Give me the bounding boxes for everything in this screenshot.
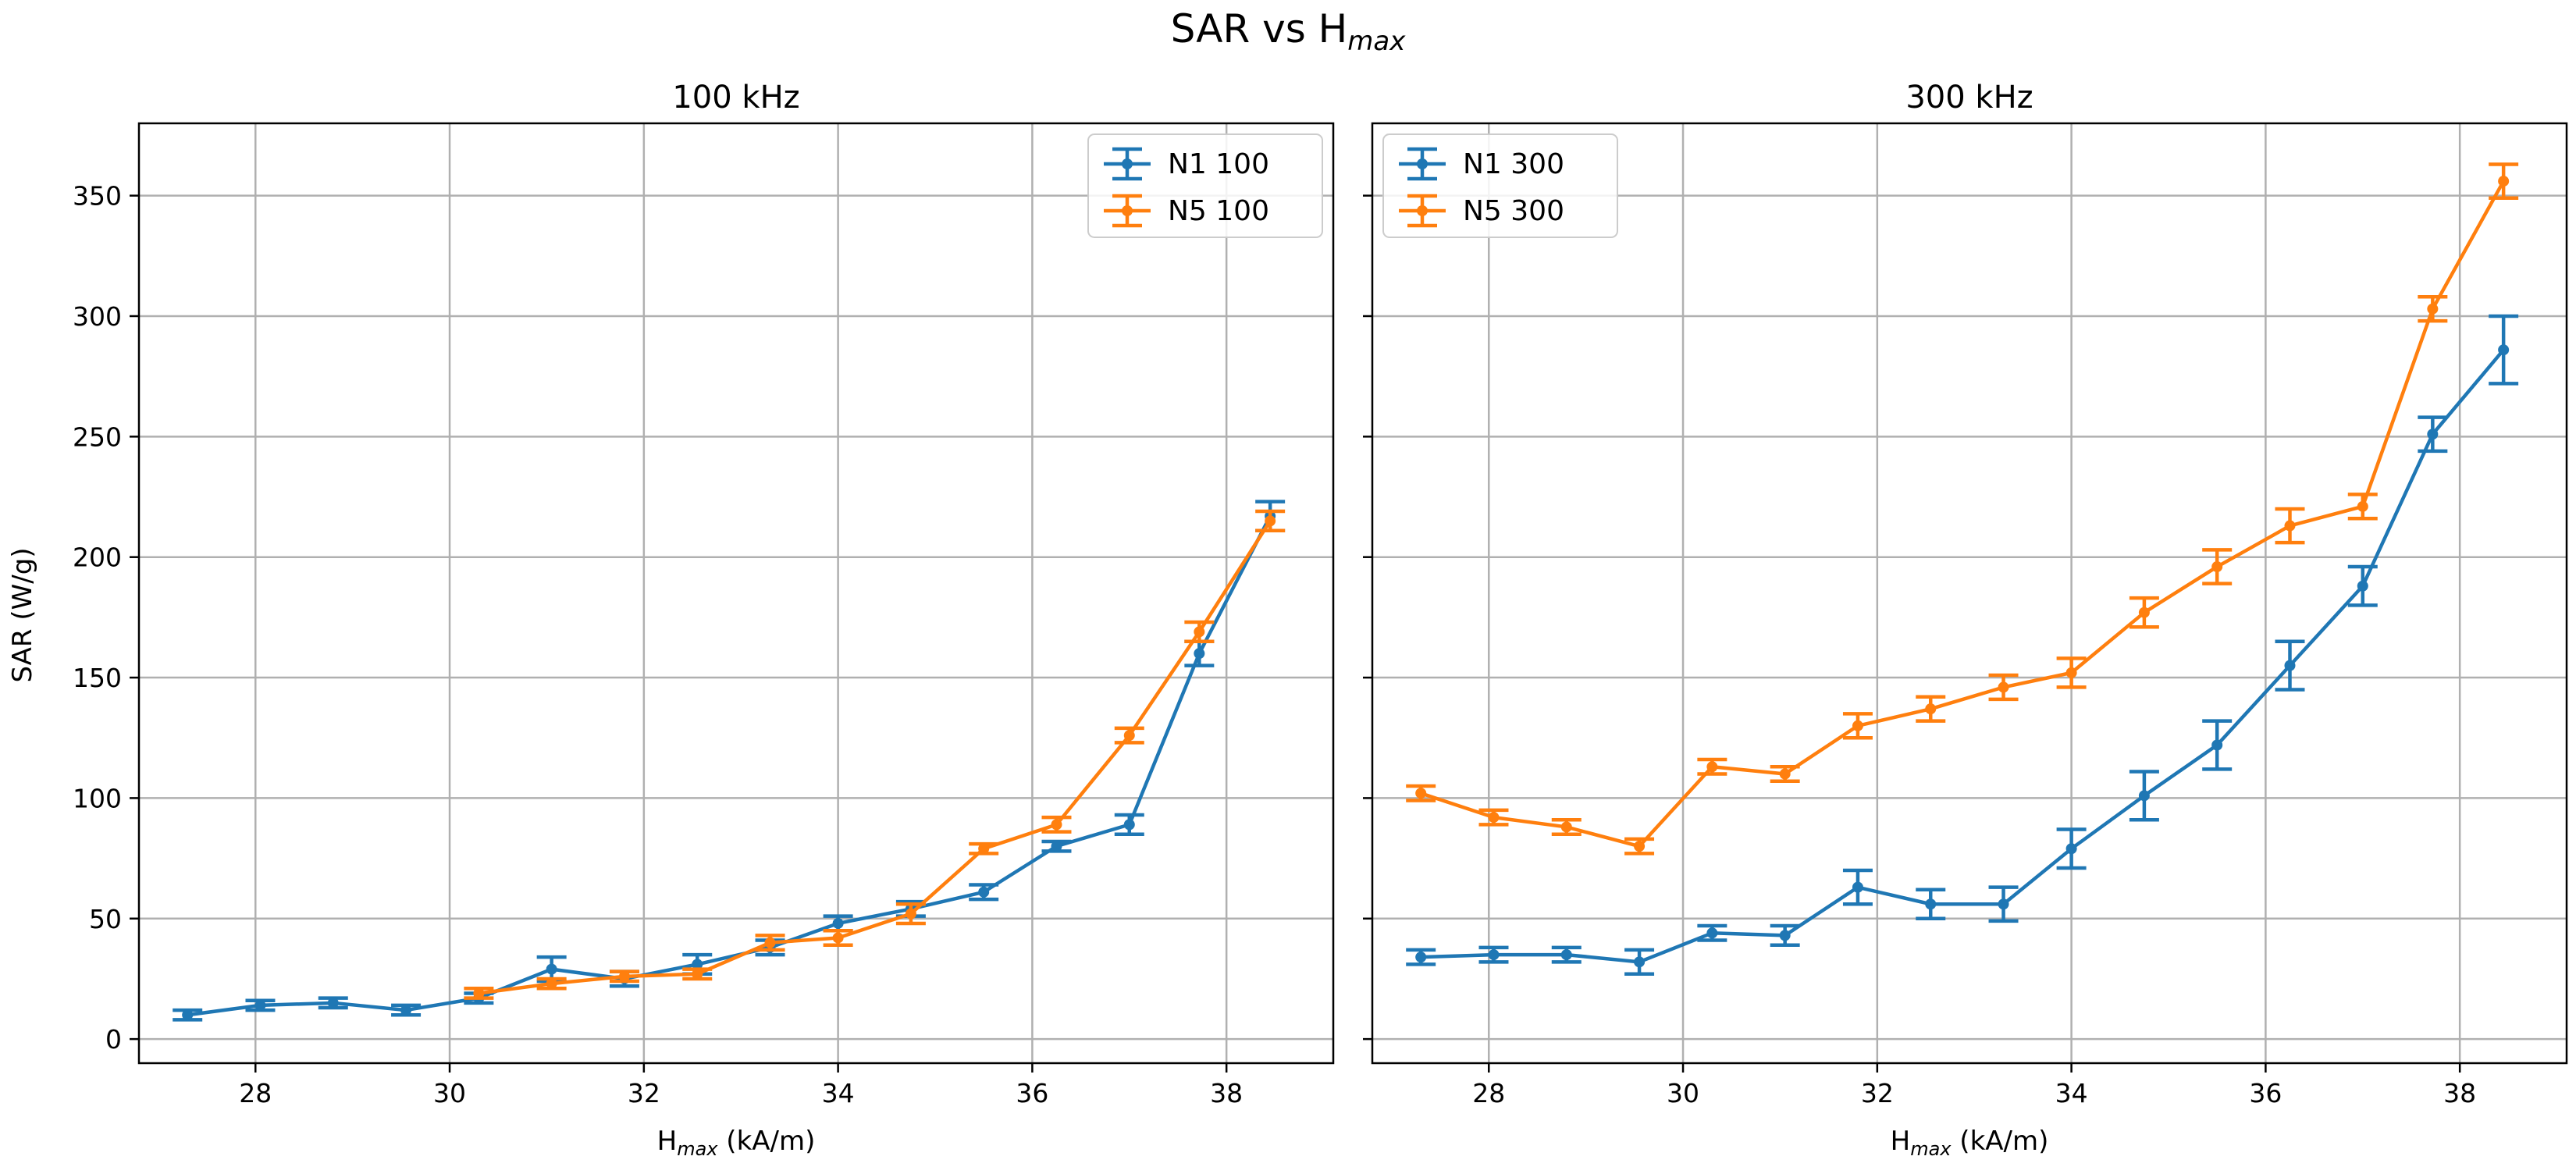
data-point [764, 937, 776, 948]
x-tick-label: 32 [1861, 1078, 1894, 1108]
data-point [1194, 626, 1205, 638]
data-point [546, 978, 557, 990]
y-tick-label: 50 [89, 904, 122, 934]
panel-300khz: 28 30 32 34 36 38 300 kHz Hmax (kA/m) N1 300 N5 3… [1363, 80, 2568, 1160]
data-point [1634, 841, 1646, 852]
data-point [2427, 303, 2439, 315]
x-tick-label: 30 [1667, 1078, 1699, 1108]
series-line [479, 520, 1272, 995]
data-point [978, 886, 990, 898]
legend-label: N5 300 [1463, 195, 1564, 227]
legend-label: N5 100 [1168, 195, 1269, 227]
series-line [187, 515, 1272, 1017]
y-tick-label: 250 [73, 422, 122, 452]
data-point [2065, 843, 2077, 855]
data-point [1123, 730, 1135, 742]
data-point [1706, 761, 1718, 773]
data-point [618, 970, 630, 982]
data-point [400, 1005, 412, 1016]
data-point [1560, 949, 1572, 961]
legend-label: N1 100 [1168, 148, 1269, 180]
data-point [832, 932, 844, 944]
data-point [978, 843, 990, 855]
figure-title: SAR vs Hmax [1171, 6, 1407, 57]
legend-handle-marker [1417, 158, 1428, 169]
axes-frame [1371, 122, 2568, 1065]
data-point [832, 917, 844, 929]
data-point [2211, 561, 2223, 573]
data-point [1415, 788, 1427, 799]
data-point [1194, 648, 1205, 660]
data-point [1415, 952, 1427, 963]
y-tick-label: 100 [73, 783, 122, 813]
x-tick-label: 28 [1472, 1078, 1505, 1108]
data-point [2284, 660, 2296, 671]
data-point [2357, 580, 2368, 592]
data-point [905, 908, 916, 920]
data-point [2065, 667, 2077, 678]
series-line [1420, 180, 2506, 848]
data-point [1706, 927, 1718, 939]
data-point [2498, 344, 2510, 356]
series-line [1421, 348, 2505, 964]
data-point [2138, 607, 2150, 618]
data-point [1123, 819, 1135, 831]
data-point [473, 987, 485, 999]
legend-handle-marker [1122, 205, 1133, 216]
data-point [1925, 703, 1937, 715]
data-point [1560, 821, 1572, 833]
data-point [2498, 176, 2510, 187]
data-point [1051, 841, 1062, 852]
x-tick-label: 38 [2443, 1078, 2476, 1108]
data-point [254, 999, 266, 1011]
axes-frame [137, 122, 1335, 1065]
legend-handle-marker [1122, 158, 1133, 169]
panel-title: 300 kHz [1905, 80, 2033, 116]
data-point [1998, 898, 2009, 910]
y-tick-label: 350 [73, 181, 122, 212]
x-tick-label: 30 [433, 1078, 466, 1108]
data-point [692, 959, 703, 970]
x-tick-label: 32 [628, 1078, 660, 1108]
data-point [1634, 956, 1646, 968]
data-point [1779, 768, 1791, 780]
data-point [1852, 881, 1863, 893]
data-point [2284, 520, 2296, 532]
data-point [2138, 790, 2150, 802]
x-tick-label: 36 [2249, 1078, 2282, 1108]
data-point [1852, 720, 1863, 731]
data-point [2211, 739, 2223, 751]
data-point [1488, 949, 1500, 961]
data-point [1998, 681, 2009, 693]
data-point [1779, 930, 1791, 941]
data-point [1051, 819, 1062, 831]
panel-100khz: 28 30 32 34 36 38 0 50 100 150 200 250 300 350 100 kHz… [73, 80, 1335, 1160]
x-tick-label: 38 [1210, 1078, 1243, 1108]
legend-handle-marker [1417, 205, 1428, 216]
x-tick-label: 28 [239, 1078, 272, 1108]
data-point [1488, 812, 1500, 824]
data-point [692, 968, 703, 980]
x-axis-label: Hmax (kA/m) [657, 1126, 816, 1160]
data-point [182, 1009, 194, 1021]
data-point [1265, 515, 1276, 527]
x-tick-label: 34 [2055, 1078, 2088, 1108]
y-tick-label: 0 [105, 1024, 122, 1055]
data-point [1925, 898, 1937, 910]
x-tick-label: 36 [1016, 1078, 1048, 1108]
x-tick-label: 34 [822, 1078, 855, 1108]
data-point [2427, 429, 2439, 440]
data-point [327, 997, 339, 1009]
x-axis-label: Hmax (kA/m) [1891, 1126, 2049, 1160]
data-point [546, 963, 557, 975]
y-tick-label: 150 [73, 663, 122, 693]
y-axis-label: SAR (W/g) [7, 547, 38, 682]
panel-title: 100 kHz [672, 80, 799, 116]
legend-label: N1 300 [1463, 148, 1564, 180]
y-tick-label: 200 [73, 543, 122, 573]
y-tick-label: 300 [73, 301, 122, 332]
data-point [2357, 500, 2368, 512]
